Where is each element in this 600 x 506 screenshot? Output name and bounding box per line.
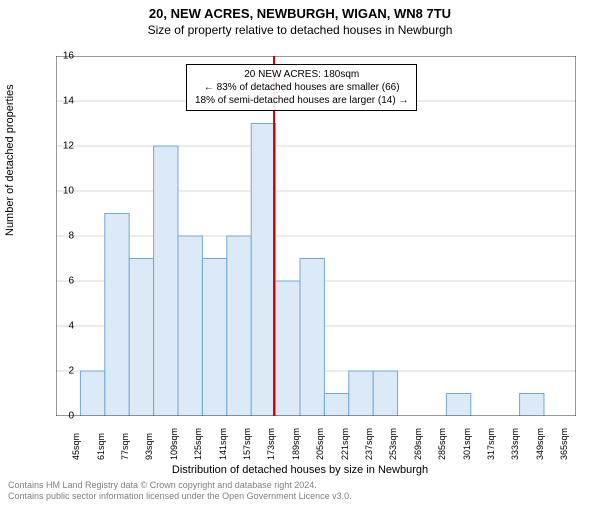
y-axis-label: Number of detached properties [4,84,16,236]
x-tick-label: 333sqm [510,428,520,460]
footer-line-1: Contains HM Land Registry data © Crown c… [8,480,352,491]
x-tick-label: 93sqm [144,433,154,460]
x-tick-label: 221sqm [340,428,350,460]
footer-attribution: Contains HM Land Registry data © Crown c… [8,480,352,502]
y-tick-label: 12 [63,141,74,152]
page-subtitle: Size of property relative to detached ho… [0,23,600,37]
x-tick-label: 141sqm [218,428,228,460]
page-title: 20, NEW ACRES, NEWBURGH, WIGAN, WN8 7TU [0,6,600,21]
x-tick-label: 173sqm [266,428,276,460]
y-tick-label: 0 [68,411,74,422]
x-tick-label: 189sqm [291,428,301,460]
x-tick-label: 205sqm [315,428,325,460]
annotation-line-1: 20 NEW ACRES: 180sqm [195,68,408,81]
footer-line-2: Contains public sector information licen… [8,491,352,502]
x-tick-label: 269sqm [413,428,423,460]
x-tick-label: 45sqm [71,433,81,460]
y-tick-label: 8 [68,231,74,242]
x-tick-label: 349sqm [535,428,545,460]
x-axis-label: Distribution of detached houses by size … [0,464,600,476]
y-tick-label: 16 [63,51,74,62]
x-tick-label: 157sqm [242,428,252,460]
annotation-box: 20 NEW ACRES: 180sqm ← 83% of detached h… [186,64,417,111]
annotation-line-2: ← 83% of detached houses are smaller (66… [195,81,408,94]
x-tick-label: 77sqm [120,433,130,460]
annotation-line-3: 18% of semi-detached houses are larger (… [195,94,408,107]
x-tick-label: 237sqm [364,428,374,460]
x-tick-label: 61sqm [96,433,106,460]
y-tick-label: 10 [63,186,74,197]
y-tick-label: 2 [68,366,74,377]
y-tick-label: 6 [68,276,74,287]
x-tick-label: 253sqm [388,428,398,460]
x-tick-label: 317sqm [486,428,496,460]
x-tick-label: 365sqm [559,428,569,460]
y-tick-label: 14 [63,96,74,107]
x-tick-label: 125sqm [193,428,203,460]
x-tick-label: 109sqm [169,428,179,460]
y-tick-label: 4 [68,321,74,332]
histogram-chart: 20 NEW ACRES: 180sqm ← 83% of detached h… [56,56,576,416]
x-tick-label: 301sqm [462,428,472,460]
x-tick-label: 285sqm [437,428,447,460]
